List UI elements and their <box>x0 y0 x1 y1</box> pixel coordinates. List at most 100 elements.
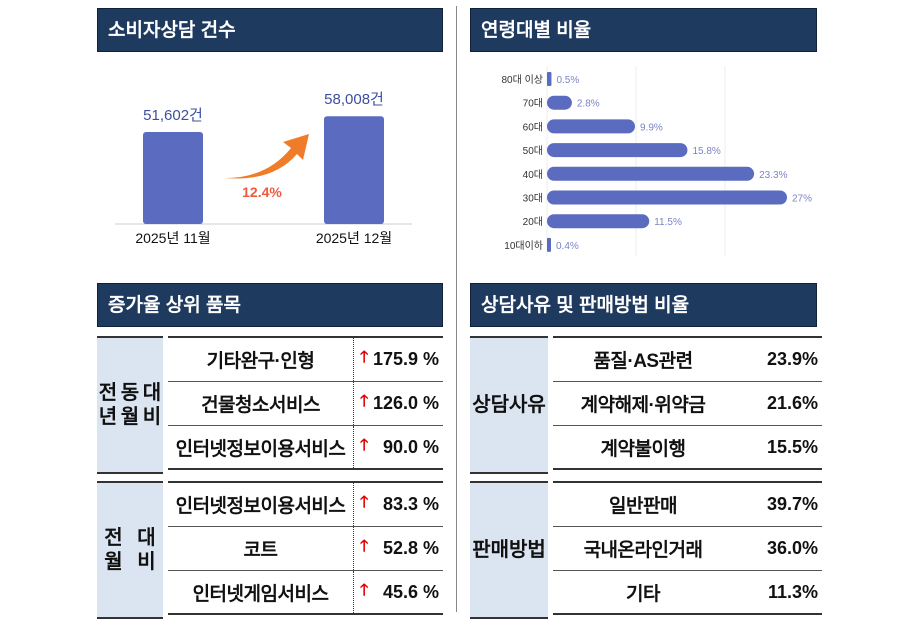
up-arrow-icon: 🡑 <box>360 348 369 366</box>
table-row: 건물청소서비스 🡑 126.0 % <box>168 380 443 426</box>
item-value: 39.7% <box>766 493 818 514</box>
up-arrow-icon: 🡑 <box>360 538 369 556</box>
item-value: 🡑 126.0 % <box>353 381 443 426</box>
up-arrow-icon: 🡑 <box>360 493 369 511</box>
bar <box>143 131 203 224</box>
bar <box>547 237 551 252</box>
item-value: 36.0% <box>766 538 818 559</box>
group-label-line: 동월 <box>120 382 140 429</box>
category-label: 20대 <box>523 216 543 228</box>
value-text: 175.9 % <box>372 348 439 369</box>
growth-annotation: 12.4% <box>242 184 282 200</box>
bar <box>547 143 688 158</box>
bar <box>547 166 755 181</box>
table-row: 일반판매 39.7% <box>553 481 822 526</box>
table-row: 계약해제·위약금 21.6% <box>553 380 822 426</box>
item-value: 15.5% <box>766 436 818 457</box>
table-row: 기타완구·인형 🡑 175.9 % <box>168 336 443 381</box>
item-value: 🡑 45.6 % <box>353 571 443 614</box>
table-row: 인터넷정보이용서비스 🡑 90.0 % <box>168 425 443 471</box>
item-name: 기타 <box>626 583 660 605</box>
item-value: 🡑 175.9 % <box>353 338 443 381</box>
data-label: 27% <box>792 194 812 205</box>
reason-section-title: 상담사유 및 판매방법 비율 <box>470 283 817 327</box>
table-row: 인터넷정보이용서비스 🡑 83.3 % <box>168 481 443 526</box>
item-value: 🡑 83.3 % <box>353 483 443 526</box>
data-label: 23.3% <box>759 170 787 181</box>
group-label-line: 방법 <box>509 539 546 562</box>
group-label: 판매 방법 <box>470 481 548 619</box>
item-name: 품질·AS관련 <box>593 350 693 372</box>
table-row: 기타 11.3% <box>553 570 822 616</box>
counts-section-title: 소비자상담 건수 <box>97 8 443 52</box>
category-label: 2025년 12월 <box>316 230 392 246</box>
bar <box>547 72 552 86</box>
table-row: 품질·AS관련 23.9% <box>553 336 822 381</box>
up-arrow-icon: 🡑 <box>360 436 369 454</box>
table-row: 인터넷게임서비스 🡑 45.6 % <box>168 570 443 616</box>
data-label: 51,602건 <box>143 107 203 124</box>
category-label: 10대이하 <box>504 239 543 252</box>
group-label: 전년 동월 대비 <box>97 336 163 475</box>
group-label-line: 대비 <box>142 382 162 429</box>
group-label-line: 대비 <box>137 527 156 574</box>
category-label: 40대 <box>523 169 543 181</box>
table-row: 코트 🡑 52.8 % <box>168 525 443 571</box>
bar <box>547 214 650 229</box>
item-name: 일반판매 <box>609 495 677 517</box>
bar <box>324 116 384 224</box>
group-label-line: 사유 <box>509 394 546 417</box>
category-label: 2025년 11월 <box>135 230 210 246</box>
item-name: 기타완구·인형 <box>206 350 315 372</box>
value-text: 45.6 % <box>382 581 439 602</box>
category-label: 60대 <box>523 121 543 133</box>
category-label: 30대 <box>523 193 543 205</box>
group-label-line: 상담 <box>472 394 509 417</box>
bar <box>547 95 572 110</box>
counts-chart: 51,602건 2025년 11월 58,008건 2025년 12월 12.4% <box>115 91 412 246</box>
divider <box>456 6 457 612</box>
group-label-line: 판매 <box>472 539 509 562</box>
item-value: 11.3% <box>767 581 818 602</box>
table-row: 계약불이행 15.5% <box>553 425 822 471</box>
item-name: 인터넷게임서비스 <box>192 583 329 605</box>
data-label: 0.4% <box>556 241 579 252</box>
item-name: 국내온라인거래 <box>583 540 703 562</box>
up-arrow-icon: 🡑 <box>360 581 369 599</box>
table-row: 국내온라인거래 36.0% <box>553 525 822 571</box>
data-label: 15.8% <box>692 146 720 157</box>
item-value: 23.9% <box>766 348 818 369</box>
data-label: 9.9% <box>640 122 663 133</box>
category-label: 80대 이상 <box>501 74 543 86</box>
item-name: 인터넷정보이용서비스 <box>175 438 346 460</box>
item-value: 🡑 90.0 % <box>353 426 443 469</box>
data-label: 11.5% <box>654 217 682 228</box>
group-label-line: 전년 <box>98 382 118 429</box>
item-name: 계약해제·위약금 <box>580 395 706 417</box>
value-text: 83.3 % <box>382 493 439 514</box>
item-name: 인터넷정보이용서비스 <box>175 495 346 517</box>
value-text: 90.0 % <box>382 436 439 457</box>
age-chart: 80대 이상 0.5% 70대 2.8% 60대 9.9% 50대 15.8% 40대 23.3%… <box>501 66 812 256</box>
item-name: 코트 <box>243 540 278 562</box>
data-label: 0.5% <box>556 75 579 86</box>
age-section-title: 연령대별 비율 <box>470 8 817 52</box>
data-label: 58,008건 <box>324 91 384 108</box>
group-label: 전월 대비 <box>97 481 163 619</box>
item-value: 🡑 52.8 % <box>353 526 443 571</box>
up-arrow-icon: 🡑 <box>360 393 369 411</box>
value-text: 126.0 % <box>372 393 439 414</box>
category-label: 70대 <box>523 98 543 110</box>
item-name: 건물청소서비스 <box>201 395 320 417</box>
category-label: 50대 <box>523 145 543 157</box>
value-text: 52.8 % <box>382 538 439 559</box>
group-label: 상담 사유 <box>470 336 548 475</box>
bar <box>547 190 787 205</box>
increase-section-title: 증가율 상위 품목 <box>97 283 443 327</box>
group-label-line: 전월 <box>104 527 123 574</box>
bar <box>547 119 635 134</box>
data-label: 2.8% <box>577 99 600 110</box>
item-name: 계약불이행 <box>600 438 686 460</box>
arrow-up-icon <box>225 134 309 179</box>
item-value: 21.6% <box>766 393 818 414</box>
